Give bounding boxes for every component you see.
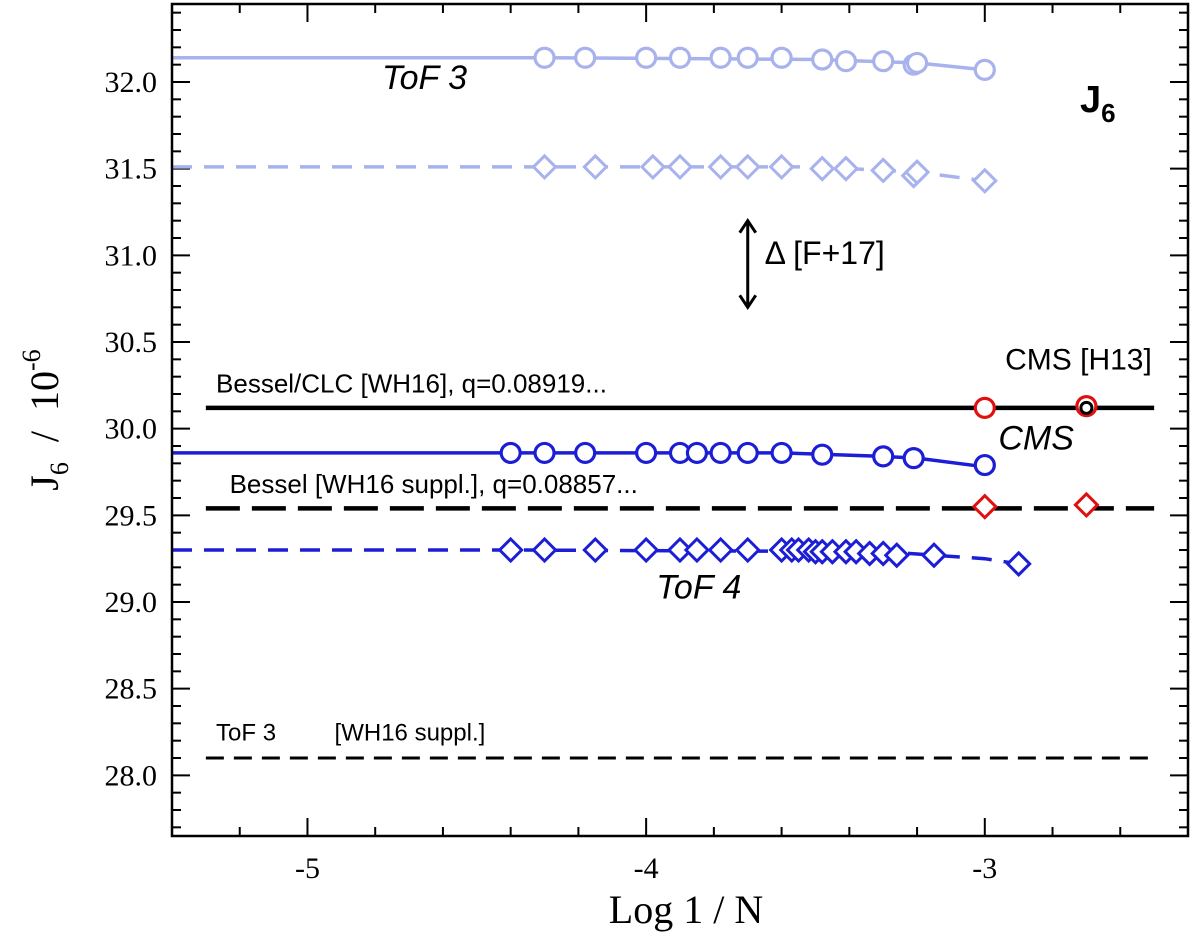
x-tick-label: -4 xyxy=(634,852,659,885)
data-point xyxy=(1079,400,1094,415)
y-tick-label: 30.5 xyxy=(105,326,158,359)
data-point xyxy=(574,46,597,69)
y-axis-title: J6 / 10-6 xyxy=(17,349,74,490)
data-point xyxy=(973,58,996,81)
y-axis-title-sub: 6 xyxy=(45,462,74,475)
annotation-tof3-suppl-b: [WH16 suppl.] xyxy=(335,720,486,747)
y-axis-title-text: J6 / 10-6 xyxy=(17,349,74,490)
data-point xyxy=(639,153,667,181)
y-tick-label: 32.0 xyxy=(105,66,158,99)
y-tick-label: 28.0 xyxy=(105,759,158,792)
data-point xyxy=(736,441,759,465)
data-point xyxy=(707,536,734,564)
plot-frame xyxy=(170,2,1190,838)
data-point xyxy=(709,441,732,465)
y-tick-label: 29.5 xyxy=(105,499,158,532)
data-point xyxy=(883,542,910,569)
series-cms-diamonds xyxy=(971,491,1100,520)
data-point xyxy=(811,443,834,466)
data-point xyxy=(870,157,897,184)
data-point xyxy=(574,441,597,465)
data-point xyxy=(635,46,658,69)
annotation-delta-label: Δ [F+17] xyxy=(765,235,885,271)
data-point xyxy=(633,536,660,564)
y-tick-label: 30.0 xyxy=(105,413,158,446)
data-point xyxy=(533,441,556,465)
data-point xyxy=(582,153,609,181)
data-point xyxy=(734,153,761,181)
series-cms-h13 xyxy=(1079,400,1094,415)
series-tof-4-circles xyxy=(172,441,996,477)
data-point xyxy=(685,441,709,465)
data-point xyxy=(635,441,658,465)
data-point xyxy=(531,536,558,564)
series-line xyxy=(172,548,1019,566)
annotation-cms-red: CMS xyxy=(998,419,1074,457)
annotation-tof3-suppl-a: ToF 3 xyxy=(216,720,276,747)
y-axis-title-rest: / 10 xyxy=(22,371,67,462)
data-point xyxy=(811,48,834,71)
data-point xyxy=(872,445,895,468)
data-point xyxy=(973,453,996,477)
data-series xyxy=(172,46,1100,577)
data-point xyxy=(971,493,998,520)
data-point xyxy=(1073,491,1100,519)
data-point xyxy=(770,46,793,69)
data-point xyxy=(905,51,929,75)
panel-label-main: J xyxy=(1080,79,1101,121)
y-axis-title-exp: -6 xyxy=(17,349,46,371)
delta-arrow xyxy=(738,217,757,311)
data-point xyxy=(832,155,860,182)
axis-ticks: -5 -4 -3 28.0 28.5 29.0 29.5 30.0 30.5 31.0 31.5 32… xyxy=(105,4,1188,885)
data-point xyxy=(666,153,694,181)
data-point xyxy=(533,46,556,69)
data-point xyxy=(668,46,692,69)
y-tick-label: 31.5 xyxy=(105,153,158,186)
annotations: ToF 3 Δ [F+17] CMS [H13] Bessel/CLC [WH16],… xyxy=(216,59,1152,747)
annotation-bessel-suppl: Bessel [WH16 suppl.], q=0.08857... xyxy=(230,469,638,499)
series-tof-4-diamonds xyxy=(172,536,1032,577)
data-point xyxy=(736,46,759,69)
annotation-cms-h13: CMS [H13] xyxy=(1005,344,1152,377)
data-point xyxy=(709,46,732,69)
data-point xyxy=(531,153,558,181)
delta-arrow-head-bottom xyxy=(738,294,757,311)
series-tof-3-diamonds xyxy=(172,153,998,194)
data-point xyxy=(734,536,761,564)
y-tick-label: 29.0 xyxy=(105,586,158,619)
data-point xyxy=(920,542,948,569)
data-point xyxy=(1005,550,1032,577)
data-point xyxy=(971,167,998,194)
annotation-tof4: ToF 4 xyxy=(656,569,741,607)
data-point xyxy=(973,396,996,419)
data-point xyxy=(582,536,609,564)
annotation-bessel-clc: Bessel/CLC [WH16], q=0.08919... xyxy=(216,368,607,398)
data-point xyxy=(809,155,836,182)
y-tick-label: 28.5 xyxy=(105,673,158,706)
data-point xyxy=(768,153,795,181)
data-point xyxy=(497,536,524,564)
panel-label: J6 xyxy=(1080,79,1116,128)
data-point xyxy=(666,536,694,564)
y-tick-label: 31.0 xyxy=(105,239,158,272)
data-point xyxy=(872,50,895,73)
x-tick-label: -3 xyxy=(972,852,997,885)
x-tick-label: -5 xyxy=(295,852,320,885)
data-point xyxy=(499,441,522,465)
data-point xyxy=(902,447,925,470)
series-tof-3-circles xyxy=(172,46,996,81)
data-point xyxy=(683,536,711,564)
data-point xyxy=(707,153,734,181)
data-point xyxy=(770,441,793,465)
delta-arrow-head-top xyxy=(738,217,757,234)
data-point xyxy=(903,159,931,186)
y-axis-title-main: J xyxy=(22,475,67,491)
panel-label-sub: 6 xyxy=(1101,98,1115,128)
data-point xyxy=(834,50,858,73)
x-axis-title: Log 1 / N xyxy=(609,887,763,932)
annotation-tof3: ToF 3 xyxy=(382,59,467,97)
